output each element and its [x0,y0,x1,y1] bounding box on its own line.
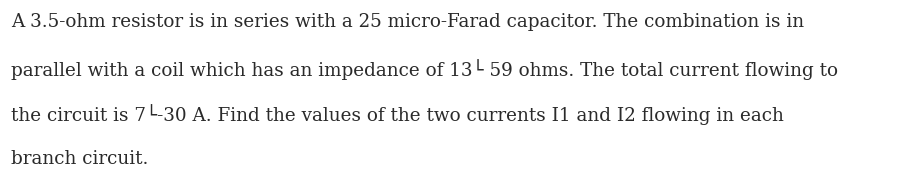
Text: the circuit is 7└-30 A. Find the values of the two currents I1 and I2 flowing in: the circuit is 7└-30 A. Find the values … [11,104,784,125]
Text: branch circuit.: branch circuit. [11,150,148,168]
Text: A 3.5-ohm resistor is in series with a 25 micro-Farad capacitor. The combination: A 3.5-ohm resistor is in series with a 2… [11,13,804,31]
Text: parallel with a coil which has an impedance of 13└ 59 ohms. The total current fl: parallel with a coil which has an impeda… [11,59,838,80]
